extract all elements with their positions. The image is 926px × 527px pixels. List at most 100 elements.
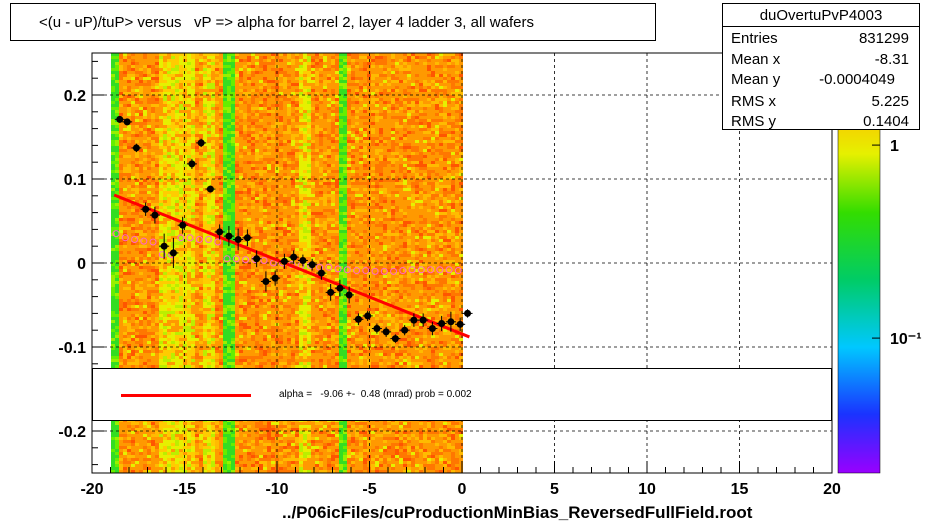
heatmap-cell — [175, 221, 179, 224]
heatmap-cell — [147, 95, 151, 98]
heatmap-cell — [119, 365, 123, 368]
heatmap-cell — [151, 200, 155, 203]
heatmap-cell — [179, 134, 183, 137]
heatmap-cell — [171, 275, 175, 278]
heatmap-cell — [115, 146, 119, 149]
heatmap-cell — [123, 158, 127, 161]
heatmap-cell — [171, 200, 175, 203]
heatmap-cell — [119, 350, 123, 353]
heatmap-cell — [143, 233, 147, 236]
heatmap-cell — [135, 83, 139, 86]
heatmap-cell — [135, 281, 139, 284]
heatmap-cell — [199, 59, 203, 62]
heatmap-cell — [211, 245, 215, 248]
heatmap-cell — [203, 365, 207, 368]
heatmap-cell — [123, 161, 127, 164]
heatmap — [111, 53, 463, 473]
heatmap-cell — [155, 68, 159, 71]
heatmap-cell — [151, 275, 155, 278]
heatmap-cell — [127, 266, 131, 269]
heatmap-cell — [115, 170, 119, 173]
heatmap-cell — [163, 365, 167, 368]
heatmap-cell — [211, 443, 215, 446]
heatmap-cell — [159, 215, 163, 218]
heatmap-cell — [167, 89, 171, 92]
heatmap-cell — [111, 425, 115, 428]
heatmap-cell — [231, 308, 235, 311]
heatmap-cell — [167, 197, 171, 200]
heatmap-cell — [183, 194, 187, 197]
heatmap-cell — [223, 437, 227, 440]
heatmap-cell — [239, 131, 243, 134]
heatmap-cell — [143, 113, 147, 116]
heatmap-cell — [223, 119, 227, 122]
heatmap-cell — [143, 362, 147, 365]
heatmap-cell — [195, 284, 199, 287]
heatmap-cell — [111, 452, 115, 455]
heatmap-cell — [147, 191, 151, 194]
heatmap-cell — [247, 314, 251, 317]
heatmap-cell — [223, 230, 227, 233]
heatmap-cell — [115, 59, 119, 62]
heatmap-cell — [159, 449, 163, 452]
heatmap-cell — [199, 245, 203, 248]
heatmap-cell — [151, 263, 155, 266]
heatmap-cell — [219, 317, 223, 320]
heatmap-cell — [219, 146, 223, 149]
heatmap-cell — [187, 281, 191, 284]
heatmap-cell — [163, 119, 167, 122]
heatmap-cell — [211, 455, 215, 458]
heatmap-cell — [227, 314, 231, 317]
heatmap-cell — [143, 98, 147, 101]
heatmap-cell — [199, 77, 203, 80]
heatmap-cell — [243, 83, 247, 86]
heatmap-cell — [235, 197, 239, 200]
heatmap-cell — [243, 212, 247, 215]
heatmap-cell — [215, 341, 219, 344]
heatmap-cell — [151, 470, 155, 473]
heatmap-cell — [251, 239, 255, 242]
heatmap-cell — [115, 218, 119, 221]
heatmap-cell — [115, 152, 119, 155]
heatmap-cell — [231, 128, 235, 131]
heatmap-cell — [203, 362, 207, 365]
heatmap-cell — [143, 227, 147, 230]
heatmap-cell — [215, 449, 219, 452]
heatmap-cell — [175, 437, 179, 440]
heatmap-cell — [227, 113, 231, 116]
heatmap-cell — [171, 431, 175, 434]
heatmap-cell — [115, 95, 119, 98]
heatmap-cell — [187, 98, 191, 101]
heatmap-cell — [243, 305, 247, 308]
heatmap-cell — [139, 254, 143, 257]
heatmap-cell — [147, 92, 151, 95]
heatmap-cell — [147, 179, 151, 182]
heatmap-cell — [231, 329, 235, 332]
heatmap-cell — [187, 461, 191, 464]
heatmap-cell — [231, 293, 235, 296]
heatmap-cell — [251, 161, 255, 164]
heatmap-cell — [151, 344, 155, 347]
heatmap-cell — [175, 77, 179, 80]
heatmap-cell — [155, 278, 159, 281]
heatmap-cell — [215, 245, 219, 248]
heatmap-cell — [203, 284, 207, 287]
heatmap-cell — [235, 212, 239, 215]
heatmap-cell — [207, 461, 211, 464]
heatmap-cell — [127, 461, 131, 464]
heatmap-cell — [147, 116, 151, 119]
heatmap-cell — [227, 158, 231, 161]
heatmap-cell — [211, 68, 215, 71]
heatmap-cell — [219, 65, 223, 68]
heatmap-cell — [227, 251, 231, 254]
heatmap-cell — [135, 440, 139, 443]
heatmap-cell — [163, 458, 167, 461]
heatmap-cell — [139, 218, 143, 221]
heatmap-cell — [247, 326, 251, 329]
heatmap-cell — [227, 467, 231, 470]
heatmap-cell — [127, 269, 131, 272]
heatmap-cell — [163, 317, 167, 320]
heatmap-cell — [243, 128, 247, 131]
heatmap-cell — [171, 125, 175, 128]
heatmap-cell — [171, 443, 175, 446]
